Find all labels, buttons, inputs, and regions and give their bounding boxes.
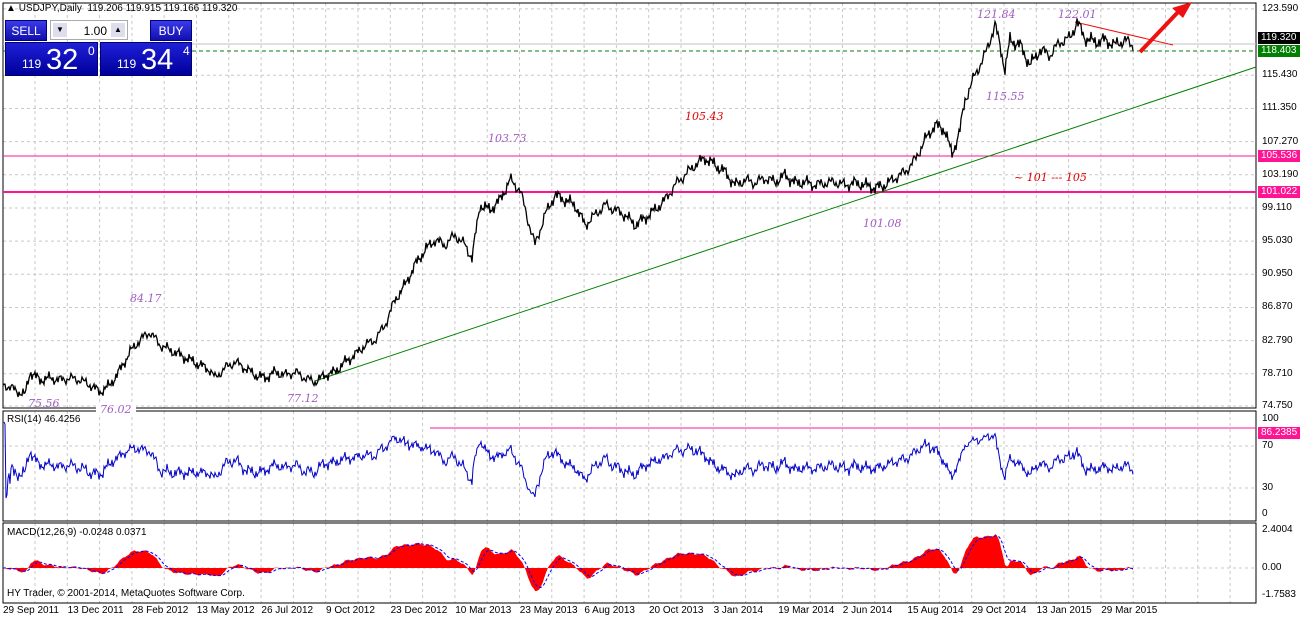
annotation-105-43: 105.43 <box>685 110 724 123</box>
date-axis-label: 13 Dec 2011 <box>67 605 124 616</box>
annotation-77-12: 77.12 <box>287 392 319 405</box>
uptrend-line[interactable] <box>314 66 1257 382</box>
date-axis-label: 19 Mar 2014 <box>778 605 835 616</box>
annotation-101-08: 101.08 <box>863 217 902 230</box>
annotation-115-55: 115.55 <box>986 90 1025 103</box>
annotation-84-17: 84.17 <box>130 292 162 305</box>
date-axis-label: 10 Mar 2013 <box>455 605 512 616</box>
macd-axis-min: -1.7583 <box>1262 589 1296 600</box>
price-axis-label: 115.430 <box>1262 69 1298 81</box>
rsi-axis-100: 100 <box>1262 413 1279 424</box>
decrease-lot-icon[interactable]: ▼ <box>53 23 67 37</box>
price-axis-label: 111.350 <box>1262 102 1297 114</box>
annotation-76-02: 76.02 <box>96 403 136 416</box>
price-axis-label: 107.270 <box>1262 135 1299 147</box>
sell-button[interactable]: SELL <box>5 20 47 41</box>
buy-price-box[interactable]: 119 34 4 <box>100 42 192 76</box>
price-axis-label: 103.190 <box>1262 168 1299 180</box>
price-axis-label: 86.870 <box>1262 301 1293 313</box>
macd-label: MACD(12,26,9) -0.0248 0.0371 <box>7 527 147 538</box>
price-line <box>2 18 1134 398</box>
green-level-tag: 118.403 <box>1258 45 1300 57</box>
annotation-103-73: 103.73 <box>488 132 527 145</box>
date-axis-label: 9 Oct 2012 <box>326 605 375 616</box>
rsi-axis-0: 0 <box>1262 508 1268 519</box>
price-axis-label: 78.710 <box>1262 367 1293 379</box>
down-trend-line[interactable] <box>1074 21 1174 46</box>
symbol-header: ▲ USDJPY,Daily 119.206 119.915 119.166 1… <box>6 3 238 14</box>
macd-panel-frame <box>2 522 1257 604</box>
date-axis-label: 2 Jun 2014 <box>842 605 893 616</box>
date-axis-label: 29 Mar 2015 <box>1101 605 1158 616</box>
annotation-75-56: 75.56 <box>28 397 60 410</box>
macd-axis-zero: 0.00 <box>1262 562 1282 573</box>
price-axis-label: 123.590 <box>1262 2 1299 14</box>
price-axis-label: 99.110 <box>1262 201 1292 213</box>
date-axis-label: 29 Sep 2011 <box>3 605 59 616</box>
current-price-tag: 119.320 <box>1258 32 1300 44</box>
price-axis-label: 82.790 <box>1262 334 1293 346</box>
rsi-label: RSI(14) 46.4256 <box>7 414 81 425</box>
annotation-122-01: 122.01 <box>1058 8 1097 21</box>
rsi-line <box>3 421 1134 499</box>
sell-price-box[interactable]: 119 32 0 <box>5 42 98 76</box>
rsi-axis-30: 30 <box>1262 482 1274 493</box>
date-axis-label: 23 May 2013 <box>519 605 578 616</box>
grid <box>3 3 1256 603</box>
date-axis-label: 15 Aug 2014 <box>907 605 964 616</box>
date-axis-label: 3 Jan 2014 <box>713 605 764 616</box>
copyright-text: HY Trader, © 2001-2014, MetaQuotes Softw… <box>7 588 245 599</box>
price-axis-label: 90.950 <box>1262 268 1293 280</box>
price-axis-label: 95.030 <box>1262 235 1293 247</box>
date-axis-label: 13 May 2012 <box>196 605 255 616</box>
macd-signal-line <box>3 535 1134 589</box>
rsi-value-tag: 86.2385 <box>1258 427 1300 439</box>
annotation-121-84: 121.84 <box>977 8 1016 21</box>
macd-histogram <box>3 534 1133 592</box>
date-axis-label: 23 Dec 2012 <box>390 605 448 616</box>
ohlc-values: 119.206 119.915 119.166 119.320 <box>87 3 238 14</box>
macd-axis-max: 2.4004 <box>1262 524 1293 535</box>
date-axis-label: 29 Oct 2014 <box>972 605 1027 616</box>
price-axis-label: 74.750 <box>1262 400 1293 411</box>
date-axis-label: 13 Jan 2015 <box>1036 605 1092 616</box>
date-axis-label: 26 Jul 2012 <box>261 605 314 616</box>
rsi-axis-70: 70 <box>1262 440 1274 451</box>
collapse-triangle-icon[interactable]: ▲ <box>6 3 19 14</box>
pink-level-tag-1: 105.536 <box>1258 150 1300 162</box>
date-axis-label: 6 Aug 2013 <box>584 605 635 616</box>
annotation-range: ~ 101 --- 105 <box>1014 171 1087 184</box>
date-axis-label: 28 Feb 2012 <box>132 605 189 616</box>
increase-lot-icon[interactable]: ▲ <box>111 23 125 37</box>
lot-size-input[interactable]: ▼ 1.00 ▲ <box>50 20 128 40</box>
rsi-panel-frame <box>2 410 1257 522</box>
up-arrow-icon[interactable] <box>1138 2 1192 54</box>
pink-level-tag-2: 101.022 <box>1258 186 1300 198</box>
date-axis-label: 20 Oct 2013 <box>649 605 704 616</box>
buy-button[interactable]: BUY <box>150 20 192 41</box>
